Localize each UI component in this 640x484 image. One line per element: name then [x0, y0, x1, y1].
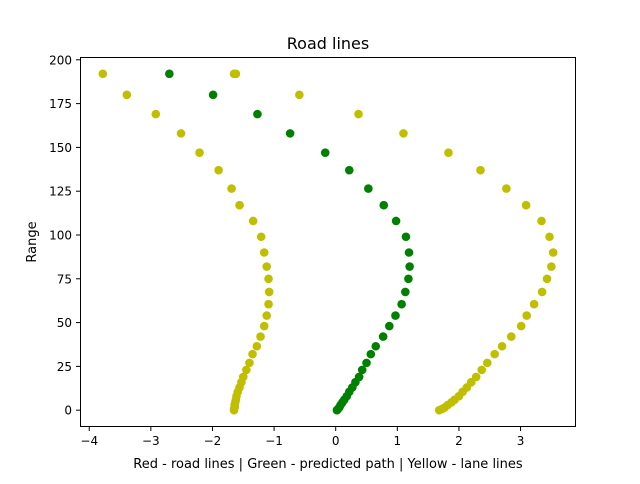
data-point-series-3-20 — [537, 287, 547, 297]
data-point-series-2-22 — [405, 262, 414, 271]
x-tick-label: 1 — [393, 434, 401, 448]
data-point-series-3-28 — [476, 165, 485, 175]
data-point-series-2-32 — [208, 90, 218, 100]
data-point-series-1-28 — [214, 165, 223, 175]
data-point-series-3-23 — [548, 248, 558, 257]
data-point-series-3-21 — [542, 274, 552, 284]
data-point-series-3-30 — [399, 129, 408, 138]
data-point-series-3-19 — [529, 299, 539, 309]
data-point-series-2-30 — [285, 129, 295, 138]
data-point-series-1-26 — [235, 200, 244, 210]
data-point-series-3-27 — [502, 184, 511, 193]
data-point-series-2-29 — [320, 148, 330, 157]
x-tick-label: −1 — [265, 434, 283, 448]
data-point-series-2-16 — [378, 332, 388, 341]
data-point-series-3-18 — [522, 311, 532, 320]
y-tick-label: 150 — [49, 141, 72, 155]
data-point-series-3-25 — [537, 216, 546, 226]
x-tick-label: 3 — [517, 434, 525, 448]
data-point-series-3-14 — [490, 349, 499, 359]
plot-area-frame — [80, 57, 576, 427]
x-axis-ticks: −4 −3 −2 −1 0 1 2 3 — [80, 427, 524, 448]
data-point-series-1-30 — [176, 129, 186, 138]
data-point-series-2-15 — [371, 341, 381, 351]
y-axis-ticks: 0 25 50 75 100 125 150 175 200 — [49, 53, 80, 418]
data-point-series-1-22 — [262, 262, 271, 271]
x-tick-label: −3 — [142, 434, 160, 448]
data-point-series-2-20 — [401, 287, 410, 297]
x-tick-label: −2 — [204, 434, 222, 448]
data-point-series-3-22 — [547, 262, 556, 271]
data-point-series-2-25 — [391, 216, 401, 226]
data-point-series-2-21 — [404, 274, 413, 284]
y-tick-label: 100 — [49, 228, 72, 242]
y-tick-label: 125 — [49, 185, 72, 199]
data-point-series-2-27 — [364, 184, 373, 193]
data-point-series-3-16 — [507, 332, 516, 341]
data-point-series-1-14 — [248, 349, 257, 359]
data-point-series-1-16 — [256, 332, 265, 341]
data-point-series-2-17 — [385, 321, 394, 331]
data-point-series-1-27 — [227, 184, 236, 193]
data-point-series-3-32 — [295, 90, 304, 100]
data-point-series-2-18 — [391, 311, 400, 320]
data-point-series-2-31 — [253, 109, 262, 119]
data-point-series-2-28 — [344, 165, 354, 175]
data-point-series-1-23 — [259, 248, 269, 257]
data-point-series-2-26 — [379, 200, 389, 210]
x-axis-label: Red - road lines | Green - predicted pat… — [133, 457, 523, 472]
data-point-series-1-12 — [242, 365, 251, 375]
data-point-series-1-29 — [195, 148, 204, 157]
y-axis-label: Range — [25, 221, 40, 262]
data-point-series-3-24 — [545, 232, 554, 242]
data-point-series-3-29 — [444, 148, 453, 157]
data-point-series-3-33 — [231, 69, 241, 79]
data-point-series-2-19 — [397, 299, 406, 309]
x-tick-label: 2 — [455, 434, 463, 448]
y-tick-label: 25 — [57, 360, 72, 374]
data-point-series-2-12 — [357, 365, 367, 375]
data-point-series-3-26 — [521, 200, 531, 210]
data-point-series-1-25 — [248, 216, 258, 226]
data-point-series-1-17 — [259, 321, 269, 331]
x-tick-label: 0 — [332, 434, 340, 448]
chart-title: Road lines — [287, 34, 369, 53]
y-tick-label: 175 — [49, 97, 72, 111]
data-point-series-1-18 — [262, 311, 271, 320]
data-point-series-1-24 — [256, 232, 266, 242]
data-point-series-3-12 — [477, 365, 487, 375]
data-point-series-3-13 — [482, 358, 492, 368]
data-point-series-2-11 — [354, 372, 364, 382]
data-point-series-1-20 — [264, 287, 274, 297]
data-point-series-1-15 — [252, 341, 262, 351]
data-point-series-2-23 — [404, 248, 414, 257]
data-point-series-2-13 — [362, 358, 371, 368]
y-tick-label: 50 — [57, 316, 72, 330]
data-point-series-2-33 — [165, 69, 174, 79]
data-point-series-1-11 — [238, 372, 248, 382]
data-point-series-1-33 — [98, 69, 108, 79]
data-point-series-1-32 — [122, 90, 132, 100]
data-point-series-3-11 — [471, 372, 481, 382]
data-point-series-1-13 — [245, 358, 254, 368]
data-point-series-2-14 — [366, 349, 376, 359]
data-point-series-1-19 — [264, 299, 273, 309]
data-point-series-3-15 — [497, 341, 507, 351]
y-tick-label: 0 — [64, 404, 72, 418]
x-tick-label: −4 — [80, 434, 98, 448]
y-tick-label: 200 — [49, 53, 72, 67]
data-point-series-3-17 — [516, 321, 526, 331]
data-point-series-3-31 — [354, 109, 363, 119]
data-points-layer — [98, 69, 558, 415]
data-point-series-1-21 — [264, 274, 273, 284]
y-tick-label: 75 — [57, 272, 72, 286]
data-point-series-2-24 — [401, 232, 411, 242]
data-point-series-1-31 — [151, 109, 161, 119]
